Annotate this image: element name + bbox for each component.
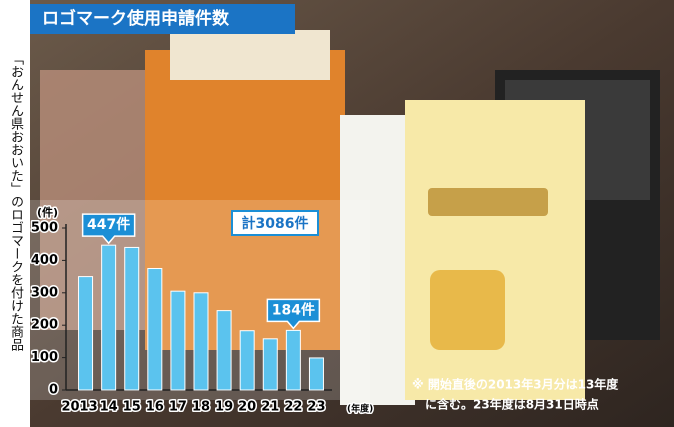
- y-tick-label: 300: [31, 285, 58, 300]
- x-tick-label: 23: [307, 400, 325, 415]
- bar: [170, 290, 186, 391]
- x-axis-unit: (年度): [347, 403, 373, 415]
- bar: [308, 357, 324, 391]
- x-tick-label: 17: [169, 400, 187, 415]
- bar: [239, 330, 255, 391]
- y-tick-label: 500: [31, 221, 58, 236]
- bar: [216, 310, 232, 391]
- side-caption: 「おんせん県おおいた」のロゴマークを付けた商品: [0, 0, 30, 427]
- chart-title: ロゴマーク使用申請件数: [42, 8, 230, 29]
- total-label: 計3086件: [242, 215, 309, 232]
- value-label: 184件: [272, 301, 315, 318]
- callout-box: [266, 298, 321, 330]
- y-tick-label: 200: [31, 318, 58, 333]
- note: に含む。23年度は8月31日時点: [425, 397, 599, 412]
- y-tick-label: 0: [49, 383, 58, 398]
- bar: [262, 338, 278, 391]
- x-tick-label: 16: [146, 400, 164, 415]
- x-tick-label: 19: [215, 400, 233, 415]
- x-tick-label: 14: [100, 400, 118, 415]
- bar: [147, 268, 163, 391]
- bar: [193, 292, 209, 391]
- callout-box: [81, 213, 136, 245]
- value-label: 447件: [87, 216, 130, 233]
- y-tick-label: 400: [31, 253, 58, 268]
- y-tick-label: 100: [31, 350, 58, 365]
- x-tick-label: 18: [192, 400, 210, 415]
- x-tick-label: 2013: [61, 400, 97, 415]
- x-tick-label: 22: [284, 400, 302, 415]
- x-tick-label: 15: [123, 400, 141, 415]
- note: ※ 開始直後の2013年3月分は13年度: [412, 377, 619, 392]
- title-banner: [30, 4, 295, 34]
- bar: [101, 244, 117, 391]
- bar: [285, 329, 301, 391]
- total-box: [231, 210, 319, 236]
- y-axis-unit: (件): [37, 205, 58, 219]
- x-tick-label: 20: [238, 400, 256, 415]
- x-tick-label: 21: [261, 400, 279, 415]
- bar: [78, 276, 94, 391]
- bar: [124, 246, 140, 391]
